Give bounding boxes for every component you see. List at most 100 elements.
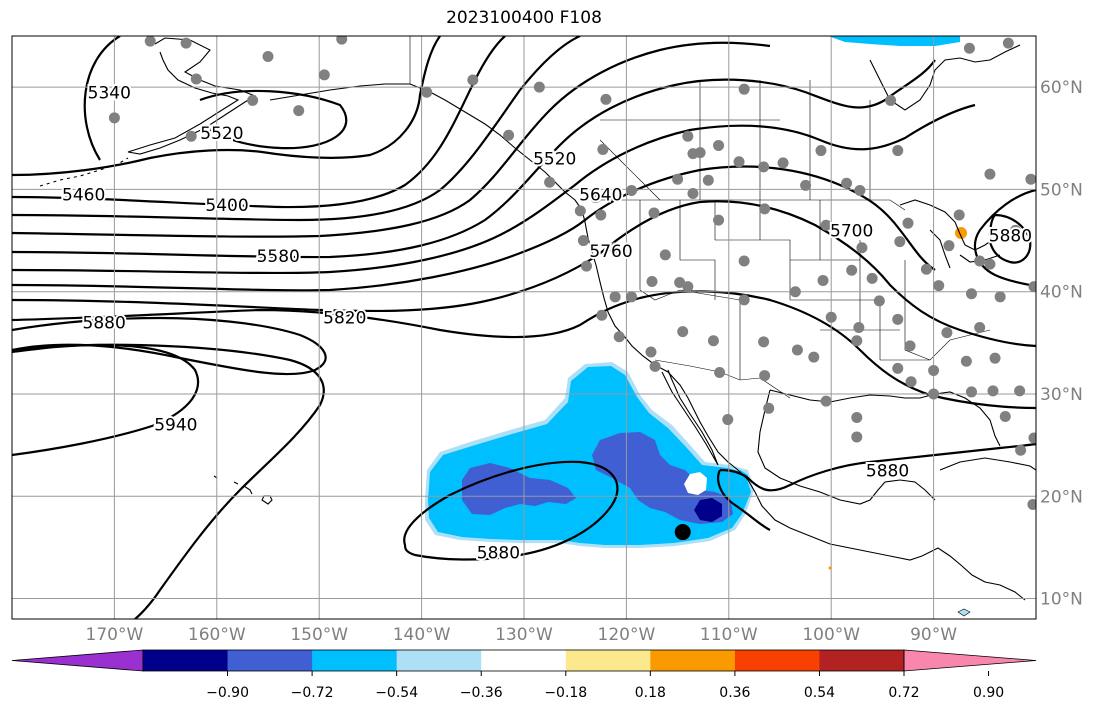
station-dot xyxy=(702,174,714,186)
station-dot xyxy=(336,36,348,45)
contour-value-label: 5880 xyxy=(83,313,126,333)
station-dot xyxy=(905,376,917,388)
station-dot xyxy=(609,291,621,303)
lat-tick-label: 20°N xyxy=(1040,487,1083,507)
station-dot xyxy=(682,130,694,142)
station-dot xyxy=(789,286,801,298)
station-dot xyxy=(791,344,803,356)
station-dot xyxy=(645,346,657,358)
station-dot xyxy=(851,431,863,443)
station-dot xyxy=(999,410,1011,422)
station-dot xyxy=(144,36,156,47)
lon-tick-label: 90°W xyxy=(910,625,957,645)
station-dot xyxy=(892,313,904,325)
station-dot xyxy=(894,236,906,248)
contour-5520b xyxy=(12,41,771,238)
shade-royal-blue-west xyxy=(462,463,576,515)
station-dot xyxy=(963,42,975,54)
contour-labels: 5340552054605400558058205880594055205640… xyxy=(60,81,1034,565)
station-dot xyxy=(928,388,940,400)
station-dot xyxy=(421,86,433,98)
station-dot xyxy=(577,235,589,247)
gulf-coast xyxy=(757,389,1001,505)
station-dot xyxy=(851,335,863,347)
contour-value-label: 5580 xyxy=(257,247,300,267)
station-dot xyxy=(994,291,1006,303)
canada-us-border xyxy=(596,199,906,211)
contour-5940 xyxy=(12,343,200,457)
station-dot xyxy=(820,395,832,407)
station-dot xyxy=(247,94,259,106)
lat-tick-label: 30°N xyxy=(1040,385,1083,405)
hawaii xyxy=(213,475,273,505)
station-dot xyxy=(318,69,330,81)
station-dot xyxy=(941,327,953,339)
map-frame xyxy=(11,35,1037,620)
station-dot xyxy=(1028,432,1036,444)
station-dot xyxy=(613,331,625,343)
station-dot xyxy=(687,188,699,200)
station-dot xyxy=(682,281,694,293)
station-dot xyxy=(738,255,750,267)
station-dot xyxy=(820,219,832,231)
station-dot xyxy=(293,105,305,117)
station-dot xyxy=(108,112,120,124)
station-dot xyxy=(853,322,865,333)
station-dot xyxy=(626,184,638,196)
station-dot xyxy=(574,205,586,217)
station-dot xyxy=(758,336,770,348)
station-dot xyxy=(672,173,684,185)
shade-white-hole xyxy=(684,472,707,495)
contour-value-label: 5700 xyxy=(830,221,873,241)
shade-top-cyan xyxy=(828,36,960,46)
station-dot xyxy=(595,209,607,221)
contour-ne-ring xyxy=(988,213,1032,264)
station-dot xyxy=(851,412,863,424)
station-dot xyxy=(817,274,829,286)
station-dot xyxy=(800,179,812,191)
station-dot xyxy=(707,335,719,347)
station-dot xyxy=(677,326,689,338)
station-dot xyxy=(1014,385,1026,397)
station-dot xyxy=(713,214,725,226)
contour-5640 xyxy=(12,103,976,275)
station-dot xyxy=(920,263,932,275)
contour-value-label: 5340 xyxy=(88,83,131,103)
lon-tick-label: 140°W xyxy=(393,625,451,645)
canada-provinces xyxy=(599,80,871,201)
contour-5880-ring xyxy=(12,316,327,376)
contour-5760 xyxy=(12,200,1036,348)
lat-tick-label: 10°N xyxy=(1040,590,1083,610)
station-dot xyxy=(965,386,977,398)
contour-5460b xyxy=(12,36,581,222)
lon-tick-label: 150°W xyxy=(290,625,348,645)
lon-tick-label: 160°W xyxy=(188,625,246,645)
station-dot xyxy=(590,192,602,204)
station-dot xyxy=(580,260,592,272)
shade-small-cyan xyxy=(733,470,748,487)
station-dot xyxy=(759,370,771,382)
lon-tick-label: 100°W xyxy=(802,625,860,645)
station-dot xyxy=(1002,37,1014,49)
shade-small-bottom xyxy=(957,608,971,617)
station-dot xyxy=(974,255,986,267)
station-dot xyxy=(714,367,726,379)
station-dot xyxy=(467,74,479,86)
station-dot xyxy=(646,275,658,287)
storm-position-marker xyxy=(674,524,691,541)
station-dot xyxy=(933,280,945,292)
map-title: 2023100400 F108 xyxy=(446,8,602,28)
station-dot xyxy=(960,355,972,367)
station-dot xyxy=(759,203,771,215)
station-dot xyxy=(544,176,556,188)
station-dot xyxy=(984,258,996,270)
tiny-orange-dot xyxy=(828,566,832,570)
station-dot xyxy=(533,81,545,93)
station-dot xyxy=(1025,173,1036,185)
lat-tick-label: 50°N xyxy=(1040,180,1083,200)
station-dot xyxy=(987,385,999,397)
station-dot xyxy=(733,156,745,168)
contour-value-label: 5880 xyxy=(866,462,909,482)
station-dot xyxy=(825,311,837,323)
